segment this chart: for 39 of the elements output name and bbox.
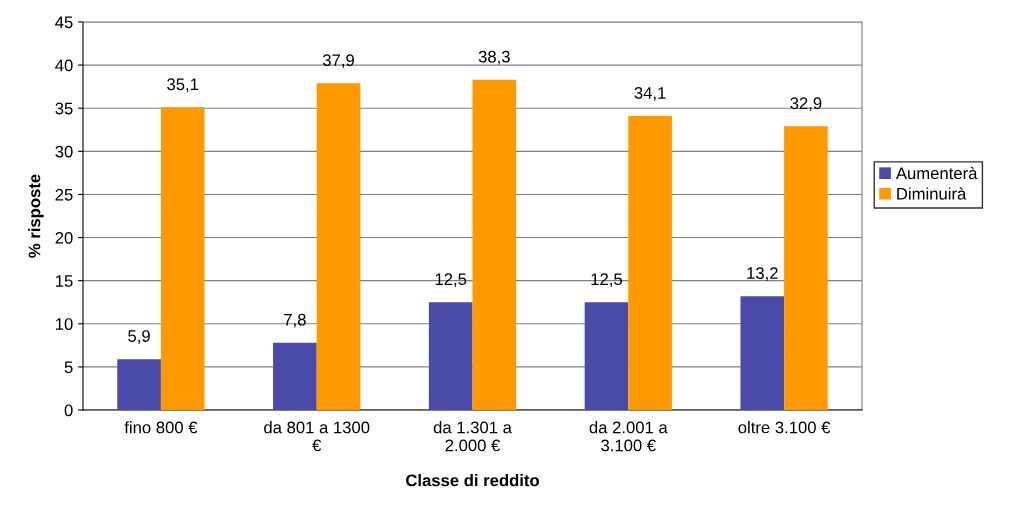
data-label: 7,8: [284, 313, 306, 328]
bar: [316, 83, 361, 410]
bar: [273, 342, 317, 410]
bar: [160, 107, 205, 410]
bar: [428, 302, 473, 410]
y-tick-label: 25: [55, 188, 73, 201]
data-label: 32,9: [790, 97, 822, 112]
data-label: 37,9: [322, 54, 354, 68]
x-tick-label: da 1.301 a 2.000 €: [433, 421, 512, 452]
x-tick-label: da 2.001 a 3.100 €: [589, 421, 668, 452]
y-tick-label: 40: [55, 59, 73, 72]
x-axis-title: Classe di reddito: [406, 474, 539, 487]
x-tick-label: fino 800 €: [124, 421, 198, 434]
y-tick-label: 0: [64, 404, 73, 417]
y-axis-title: % risposte: [28, 174, 44, 258]
legend-label: Aumenterà: [895, 166, 978, 180]
bar: [740, 296, 785, 410]
legend-label: Diminuirà: [897, 187, 967, 200]
data-label: 12,5: [435, 273, 467, 288]
data-label: 38,3: [478, 50, 510, 65]
data-label: 5,9: [128, 330, 150, 344]
bar: [628, 115, 672, 410]
bar: [584, 302, 629, 410]
data-label: 12,5: [591, 273, 623, 288]
y-tick-label: 10: [56, 318, 73, 330]
y-tick-label: 45: [55, 16, 73, 29]
bar: [472, 79, 517, 410]
bar: [784, 126, 828, 410]
x-tick-label: da 801 a 1300 €: [264, 421, 370, 452]
y-tick-label: 15: [56, 275, 73, 287]
data-label: 13,2: [747, 267, 778, 281]
y-tick-label: 5: [64, 361, 73, 374]
data-label: 35,1: [167, 78, 199, 93]
x-tick-label: oltre 3.100 €: [738, 421, 831, 434]
y-tick-label: 35: [55, 102, 73, 115]
data-label: 34,1: [634, 87, 666, 101]
y-tick-label: 30: [55, 145, 73, 158]
bar: [117, 359, 161, 410]
y-tick-label: 20: [55, 231, 73, 244]
